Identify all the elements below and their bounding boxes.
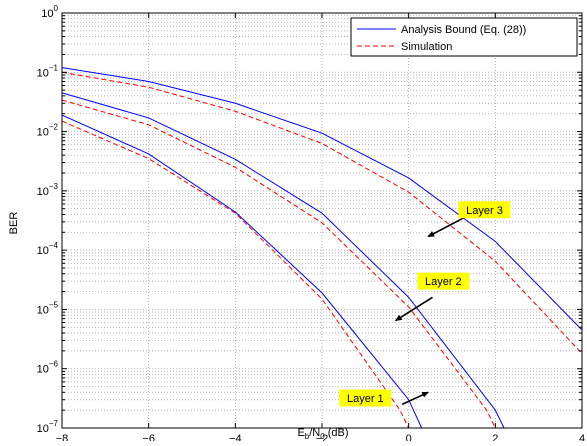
- y-tick-label: 10−1: [37, 63, 59, 79]
- y-tick-label: 10−7: [37, 419, 59, 435]
- simulation-layer-2-line: [62, 99, 496, 428]
- x-tick-label: −4: [229, 433, 242, 441]
- annotation-label: Layer 1: [347, 393, 384, 405]
- x-axis-label-sub2: 0: [320, 432, 325, 441]
- annotation-box: [417, 272, 470, 290]
- x-axis-label-base: E: [297, 427, 304, 439]
- legend-label: Analysis Bound (Eq. (28)): [401, 24, 526, 36]
- x-axis-label-mid: /N: [309, 427, 320, 439]
- legend-box: [350, 17, 578, 57]
- annotation-arrow: [394, 296, 433, 322]
- x-tick-label: 4: [579, 433, 585, 441]
- y-tick-label: 10−4: [37, 241, 59, 257]
- analysis-bound-layer-2-line: [62, 92, 505, 428]
- y-axis-label: BER: [8, 212, 20, 235]
- x-tick-label: −8: [56, 433, 69, 441]
- annotation-layer-2: Layer 2: [394, 272, 470, 322]
- x-tick-label: 0: [406, 433, 412, 441]
- y-tick-label: 10−3: [37, 182, 59, 198]
- x-axis-label: Eb/N0 (dB): [297, 427, 348, 441]
- simulation-layer-3-line: [62, 71, 582, 354]
- annotation-box: [458, 201, 511, 219]
- x-tick-label: −6: [142, 433, 155, 441]
- x-tick-label: 2: [492, 433, 498, 441]
- analysis-bound-layer-3-line: [62, 67, 582, 331]
- analysis-bound-layer-1-line: [62, 114, 423, 428]
- legend: Analysis Bound (Eq. (28)) Simulation: [350, 17, 578, 57]
- y-tick-label: 10−2: [37, 123, 59, 139]
- y-tick-label: 10−6: [37, 360, 59, 376]
- series-lines: [62, 67, 582, 428]
- x-axis-label-tail: (dB): [325, 427, 349, 439]
- annotation-arrow: [401, 391, 430, 406]
- y-tick-label: 10−5: [37, 300, 59, 316]
- annotation-arrow: [427, 216, 466, 238]
- annotation-layer-1: Layer 1: [339, 389, 430, 407]
- annotations: Layer 1 Layer 2 Layer 3: [339, 201, 511, 407]
- axes: −8 −6 −4 −2 0 2 410−710−610−510−410−310−210−11…: [37, 4, 585, 445]
- annotation-label: Layer 3: [466, 205, 503, 217]
- x-axis-label-sub1: b: [305, 432, 310, 441]
- simulation-layer-1-line: [62, 120, 410, 428]
- annotation-layer-3: Layer 3: [427, 201, 511, 238]
- y-tick-label: 100: [41, 4, 58, 20]
- annotation-label: Layer 2: [425, 276, 462, 288]
- annotation-box: [339, 389, 392, 407]
- grid: [62, 13, 582, 428]
- legend-label: Simulation: [401, 41, 452, 53]
